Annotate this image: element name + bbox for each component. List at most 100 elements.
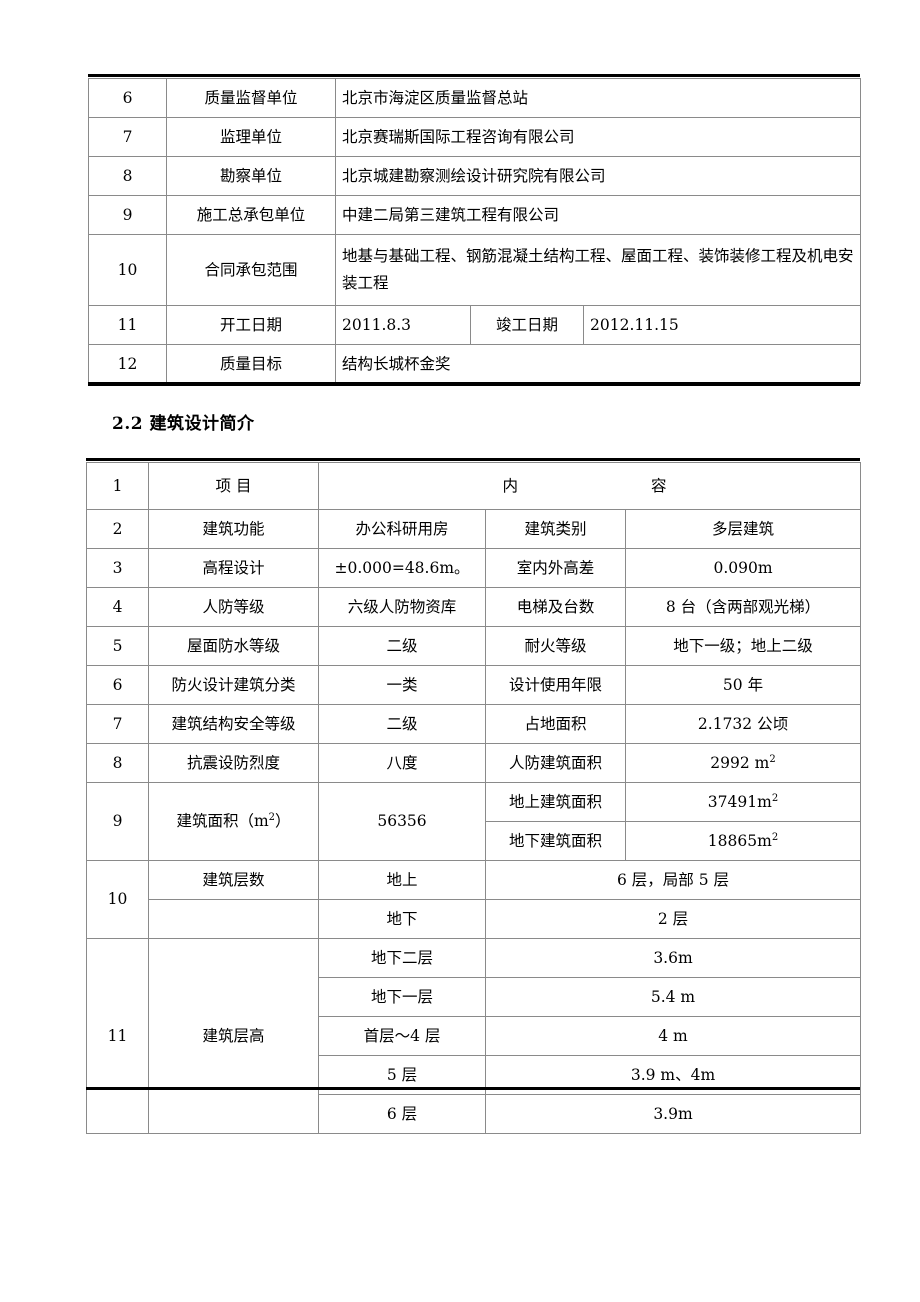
- row-item: 建筑功能: [148, 509, 319, 549]
- row-value-2-text: 2992 m: [710, 753, 770, 772]
- completion-date-value: 2012.11.15: [582, 305, 862, 345]
- table-header-row: 1 项 目 内 容: [86, 462, 861, 510]
- sub-key: 地上: [318, 860, 486, 900]
- header-content-column: 内 容: [318, 462, 861, 510]
- row-value-1: 八度: [318, 743, 486, 783]
- sub-value: 6 层，局部 5 层: [485, 860, 861, 900]
- table-row: 10 建筑层数 地上 6 层，局部 5 层: [86, 860, 861, 939]
- row-value: 北京赛瑞斯国际工程咨询有限公司: [334, 117, 862, 157]
- row-number: 11: [86, 938, 149, 1134]
- row-key-2: 建筑类别: [485, 509, 626, 549]
- row-number: 8: [88, 156, 167, 196]
- row-item: 建筑层高: [148, 938, 319, 1134]
- table2-bottom-rule: [86, 1087, 860, 1090]
- row-item-empty: [148, 899, 319, 939]
- row-value-2: 0.090m: [625, 548, 861, 588]
- table-row: 12 质量目标 结构长城杯金奖: [88, 344, 862, 384]
- row-number: 12: [88, 344, 167, 384]
- row-label: 开工日期: [166, 305, 336, 345]
- row-number: 2: [86, 509, 149, 549]
- row-value-1: ±0.000=48.6m。: [318, 548, 486, 588]
- row-item: 高程设计: [148, 548, 319, 588]
- header-content-label: 内 容: [502, 476, 731, 495]
- superscript: 2: [769, 753, 776, 765]
- row-key-2: 设计使用年限: [485, 665, 626, 705]
- table-row: 6 层 3.9m: [87, 1094, 861, 1134]
- row-number: 4: [86, 587, 149, 627]
- row-label: 监理单位: [166, 117, 336, 157]
- row-item-tail: ）: [275, 812, 291, 831]
- sub-key: 地下建筑面积: [485, 821, 626, 861]
- row-key-2: 人防建筑面积: [485, 743, 626, 783]
- row-value-2: 50 年: [625, 665, 861, 705]
- table-row: 地下 2 层: [87, 899, 861, 939]
- table-row: 9 施工总承包单位 中建二局第三建筑工程有限公司: [88, 195, 862, 235]
- row-key-2: 耐火等级: [485, 626, 626, 666]
- row-value: 北京市海淀区质量监督总站: [334, 78, 862, 118]
- table-row: 10 合同承包范围 地基与基础工程、钢筋混凝土结构工程、屋面工程、装饰装修工程及…: [88, 234, 862, 306]
- row-item: 抗震设防烈度: [148, 743, 319, 783]
- sub-value: 18865m2: [625, 821, 861, 861]
- row-item: 建筑面积（m2）: [148, 782, 319, 861]
- row-number: 10: [88, 234, 167, 306]
- row-number: 9: [86, 782, 149, 861]
- superscript: 2: [771, 831, 779, 843]
- sub-key: 地下: [318, 899, 486, 939]
- row-number: 7: [88, 117, 167, 157]
- row-label: 质量目标: [166, 344, 336, 384]
- table2-top-rule: [86, 458, 860, 461]
- table-row: 6 质量监督单位 北京市海淀区质量监督总站: [88, 78, 862, 118]
- sub-value-text: 18865m: [707, 831, 772, 850]
- table-row: 2 建筑功能 办公科研用房 建筑类别 多层建筑: [86, 509, 861, 549]
- row-key-2: 电梯及台数: [485, 587, 626, 627]
- row-key-2: 室内外高差: [485, 548, 626, 588]
- row-number: 6: [86, 665, 149, 705]
- row-number: 7: [86, 704, 149, 744]
- superscript: 2: [268, 812, 276, 824]
- row-item-text: 建筑面积（m: [176, 812, 269, 831]
- start-date-value: 2011.8.3: [335, 305, 471, 345]
- row-value: 北京城建勘察测绘设计研究院有限公司: [334, 156, 862, 196]
- row-number: 10: [86, 860, 149, 939]
- completion-date-label: 竣工日期: [470, 305, 584, 345]
- row-value-2: 8 台（含两部观光梯）: [625, 587, 861, 627]
- sub-value: 2 层: [485, 899, 861, 939]
- section-heading: 2.2 建筑设计简介: [112, 414, 255, 434]
- table-row: 地下一层 5.4 m: [87, 977, 861, 1017]
- row-value-1: 办公科研用房: [318, 509, 486, 549]
- row-value: 地基与基础工程、钢筋混凝土结构工程、屋面工程、装饰装修工程及机电安装工程: [334, 234, 862, 306]
- row-item: 建筑层数: [148, 860, 319, 900]
- sub-key: 首层～4 层: [318, 1016, 486, 1056]
- row-item: 防火设计建筑分类: [148, 665, 319, 705]
- table-row: 8 抗震设防烈度 八度 人防建筑面积 2992 m2: [86, 743, 861, 783]
- row-key-2: 占地面积: [485, 704, 626, 744]
- row-value-1: 二级: [318, 626, 486, 666]
- table-row: 11 开工日期 2011.8.3 竣工日期 2012.11.15: [88, 305, 862, 345]
- table1-bottom-rule: [88, 382, 860, 386]
- row-item: 建筑结构安全等级: [148, 704, 319, 744]
- sub-value: 37491m2: [625, 782, 861, 822]
- row-label: 施工总承包单位: [166, 195, 336, 235]
- sub-value: 5.4 m: [485, 977, 861, 1017]
- header-row-number: 1: [86, 462, 149, 510]
- row-label: 合同承包范围: [166, 234, 336, 306]
- sub-value: 3.6m: [485, 938, 861, 978]
- table-row: 8 勘察单位 北京城建勘察测绘设计研究院有限公司: [88, 156, 862, 196]
- row-number: 5: [86, 626, 149, 666]
- row-value-2: 多层建筑: [625, 509, 861, 549]
- row-item: 人防等级: [148, 587, 319, 627]
- superscript: 2: [771, 792, 779, 804]
- row-value: 结构长城杯金奖: [334, 344, 862, 384]
- table-row: 11 建筑层高 地下二层 3.6m: [86, 938, 861, 1134]
- row-total: 56356: [318, 782, 486, 861]
- row-value-1: 二级: [318, 704, 486, 744]
- row-value-2: 2.1732 公顷: [625, 704, 861, 744]
- row-value: 中建二局第三建筑工程有限公司: [334, 195, 862, 235]
- sub-value: 4 m: [485, 1016, 861, 1056]
- table-row: 4 人防等级 六级人防物资库 电梯及台数 8 台（含两部观光梯）: [86, 587, 861, 627]
- sub-key: 6 层: [318, 1094, 486, 1134]
- sub-value-text: 37491m: [707, 792, 772, 811]
- table-row: 地下建筑面积 18865m2: [87, 821, 861, 861]
- row-label: 质量监督单位: [166, 78, 336, 118]
